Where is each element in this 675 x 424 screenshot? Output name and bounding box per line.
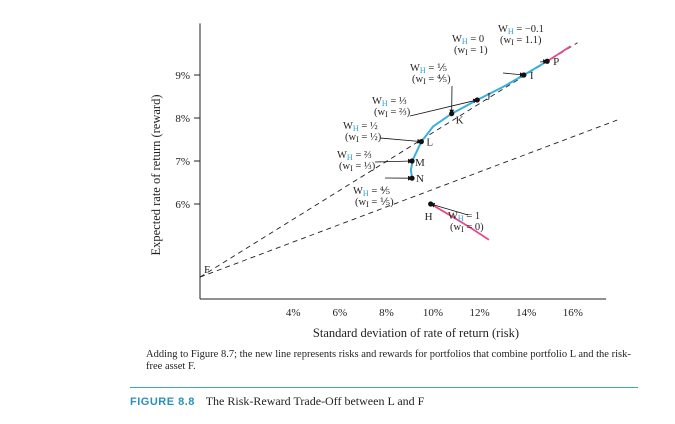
annotation-arrows	[374, 59, 548, 216]
point-n	[409, 175, 415, 181]
figure-caption: Adding to Figure 8.7; the new line repre…	[146, 349, 631, 372]
frontier-lower-branch	[430, 203, 490, 241]
figure-title-line: FIGURE 8.8 The Risk-Reward Trade-Off bet…	[130, 394, 424, 409]
arrow-to-l	[379, 137, 423, 144]
weight-label-wi: (wI = 1)	[454, 45, 488, 57]
weight-label-wi: (wI = ⅘)	[412, 74, 451, 86]
series-lines	[199, 42, 618, 278]
weight-label-wi: (wI = 1.1)	[500, 35, 542, 47]
point-label-i: I	[530, 70, 534, 82]
data-points: F H NML K J I P	[204, 56, 559, 276]
point-label-k: K	[456, 115, 464, 127]
weight-label-wh: WH = ½	[343, 121, 378, 133]
x-tick-label: 4%	[286, 307, 301, 319]
weight-label-wh: WH = ⅕	[410, 63, 447, 75]
y-axis-label: Expected rate of return (reward)	[149, 94, 163, 255]
point-label-f: F	[204, 264, 210, 276]
weight-label-wh: WH = ⅘	[353, 186, 390, 198]
weight-label-wi: (wI = 0)	[450, 222, 484, 234]
x-tick-label: 6%	[332, 307, 347, 319]
caption-divider	[130, 387, 638, 388]
x-tick-label: 12%	[470, 307, 490, 319]
y-tick-label: 8%	[175, 113, 190, 125]
arrow-to-h	[429, 202, 469, 216]
point-l	[418, 139, 424, 145]
point-label-j: J	[486, 91, 491, 103]
figure-title: The Risk-Reward Trade-Off between L and …	[205, 394, 425, 408]
point-label-l: L	[426, 137, 433, 149]
point-i	[521, 72, 527, 78]
frontier-upper-extension	[546, 45, 571, 62]
point-label-p: P	[553, 56, 559, 68]
figure-number: FIGURE 8.8	[130, 396, 195, 408]
arrow-to-m	[374, 158, 413, 164]
weight-label-wh: WH = 0	[452, 34, 484, 46]
x-tick-label: 10%	[423, 307, 443, 319]
weight-labels: WH = 0(wI = 1)WH = −0.1(wI = 1.1)WH = ⅕(…	[337, 24, 544, 234]
point-label-n: N	[416, 173, 424, 185]
point-m	[409, 158, 415, 164]
arrow-to-i	[502, 72, 525, 78]
dashed-line-F-H	[199, 119, 618, 278]
weight-label-wi: (wI = ⅔)	[374, 107, 411, 119]
tick-labels: 6% 7% 8% 9% 4% 6% 8% 10% 12% 14% 16%	[175, 70, 583, 319]
weight-label-wi: (wI = ½)	[345, 132, 382, 144]
x-tick-label: 8%	[379, 307, 394, 319]
x-tick-label: 16%	[563, 307, 583, 319]
weight-label-wh: WH = 1	[448, 211, 480, 223]
dashed-line-F-L	[199, 42, 578, 278]
arrow-to-j	[409, 98, 479, 117]
x-axis-label: Standard deviation of rate of return (ri…	[313, 326, 519, 340]
point-k	[449, 111, 455, 117]
risk-reward-chart: 6% 7% 8% 9% 4% 6% 8% 10% 12% 14% 16% F H NML K J I P WH …	[149, 23, 618, 340]
weight-label-wh: WH = ⅓	[372, 96, 407, 108]
weight-label-wh: WH = ⅔	[337, 150, 372, 162]
point-label-m: M	[415, 157, 425, 169]
efficient-frontier-curve	[409, 60, 548, 179]
point-h	[428, 201, 434, 207]
y-tick-label: 7%	[175, 156, 190, 168]
weight-label-wi: (wI = ⅕)	[355, 197, 394, 209]
weight-label-wi: (wI = ⅓)	[339, 161, 376, 173]
x-tick-label: 14%	[516, 307, 536, 319]
y-tick-label: 9%	[175, 70, 190, 82]
weight-label-wh: WH = −0.1	[498, 24, 544, 36]
point-j	[474, 97, 480, 103]
point-p	[544, 58, 550, 64]
point-label-h: H	[425, 211, 433, 223]
y-tick-label: 6%	[175, 199, 190, 211]
